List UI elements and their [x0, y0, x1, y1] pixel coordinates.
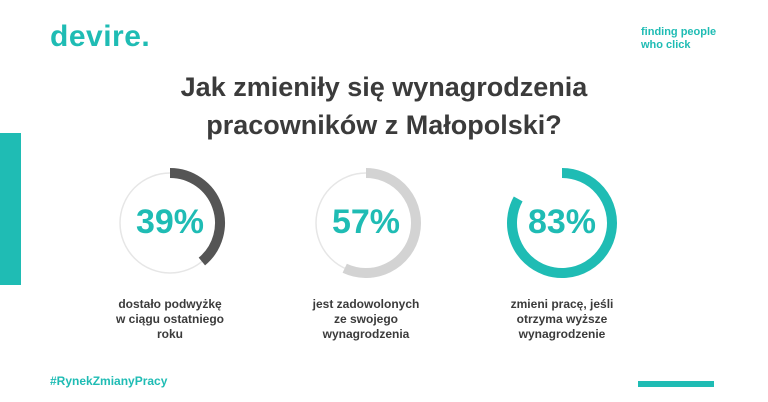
- stat-value: 83%: [527, 203, 597, 241]
- tagline-line: who click: [641, 39, 691, 51]
- caption-line: zmieni pracę, jeśli: [510, 297, 614, 311]
- caption-line: jest zadowolonych: [312, 297, 420, 311]
- stat-caption: jest zadowolonych ze swojego wynagrodzen…: [246, 297, 486, 342]
- title-line: Jak zmieniły się wynagrodzenia: [180, 72, 588, 102]
- caption-line: otrzyma wyższe: [516, 312, 608, 326]
- tagline: finding people who click: [641, 26, 751, 52]
- donut-arc: [507, 168, 617, 278]
- caption-line: wynagrodzenie: [518, 327, 606, 341]
- hashtag: #RynekZmianyPracy: [50, 374, 168, 388]
- stat-value: 57%: [331, 203, 401, 241]
- stat-donut-raise: 39% dostało podwyżkę w ciągu ostatniego …: [50, 163, 290, 341]
- stat-value: 39%: [135, 203, 205, 241]
- title-line: pracowników z Małopolski?: [206, 110, 562, 140]
- stat-caption: dostało podwyżkę w ciągu ostatniego roku: [50, 297, 290, 342]
- bottom-accent-bar: [638, 381, 714, 387]
- stat-donut-satisfied: 57% jest zadowolonych ze swojego wynagro…: [246, 163, 486, 341]
- page-title: Jak zmieniły się wynagrodzenia pracownik…: [0, 68, 768, 144]
- tagline-line: finding people: [641, 26, 717, 38]
- caption-line: w ciągu ostatniego: [115, 312, 224, 326]
- donut-chart: [315, 168, 421, 278]
- donut-arc: [169, 168, 225, 266]
- donut-arc: [342, 168, 421, 278]
- caption-line: ze swojego: [333, 312, 398, 326]
- caption-line: roku: [156, 327, 183, 341]
- left-accent-bar: [0, 133, 21, 285]
- caption-line: wynagrodzenia: [322, 327, 410, 341]
- stat-caption: zmieni pracę, jeśli otrzyma wyższe wynag…: [442, 297, 682, 342]
- donut-chart: [119, 168, 225, 274]
- stat-donut-change-job: 83% zmieni pracę, jeśli otrzyma wyższe w…: [442, 163, 682, 341]
- caption-line: dostało podwyżkę: [118, 297, 222, 311]
- logo: devire.: [50, 20, 151, 53]
- donut-chart: [507, 168, 617, 278]
